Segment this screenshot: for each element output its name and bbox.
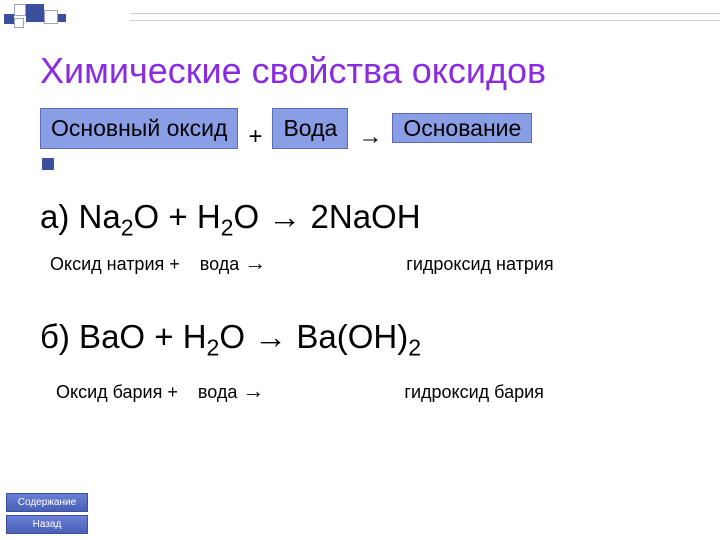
page-title: Химические свойства оксидов (40, 50, 546, 92)
corner-decoration (4, 4, 124, 32)
eq-b-sub2: 2 (408, 335, 421, 361)
scheme-box-basic-oxide: Основный оксид (40, 108, 238, 149)
word-equation-a: Оксид натрия + вода → гидроксид натрия (50, 254, 554, 275)
back-button[interactable]: Назад (6, 515, 88, 534)
eq-a-mid2: O → 2NaOH (234, 198, 421, 235)
wb-arrow: → (242, 378, 264, 403)
wb-p1: Оксид бария + (56, 382, 178, 403)
wa-arrow: → (244, 250, 266, 275)
eq-a-text: а) Na (40, 198, 121, 235)
eq-a-sub1: 2 (121, 215, 134, 241)
eq-b-sub1: 2 (207, 335, 220, 361)
wa-p1: Оксид натрия + (50, 254, 180, 275)
bullet-square (42, 158, 54, 170)
arrow-operator: → (358, 105, 382, 151)
wa-p3: гидроксид натрия (406, 254, 553, 275)
eq-b-prefix: б) BaO + H (40, 318, 207, 355)
scheme-box-water: Вода (272, 108, 348, 149)
wb-p2: вода (198, 382, 238, 402)
eq-b-mid1: O → Ba(OH) (219, 318, 408, 355)
equation-b: б) BaO + H2O → Ba(OH)2 (40, 318, 421, 362)
eq-a-sub2: 2 (221, 215, 234, 241)
eq-a-mid1: O + H (134, 198, 221, 235)
wa-p2: вода (200, 254, 240, 274)
reaction-scheme: Основный оксид + Вода → Основание (40, 105, 532, 151)
scheme-box-base: Основание (392, 113, 532, 143)
plus-operator: + (248, 105, 262, 151)
word-equation-b: Оксид бария + вода → гидроксид бария (56, 382, 544, 403)
equation-a: а) Na2O + H2O → 2NaOH (40, 198, 421, 242)
wb-p3: гидроксид бария (404, 382, 544, 403)
contents-button[interactable]: Содержание (6, 493, 88, 512)
header-stripe (130, 13, 720, 21)
nav-buttons: Содержание Назад (6, 493, 88, 534)
